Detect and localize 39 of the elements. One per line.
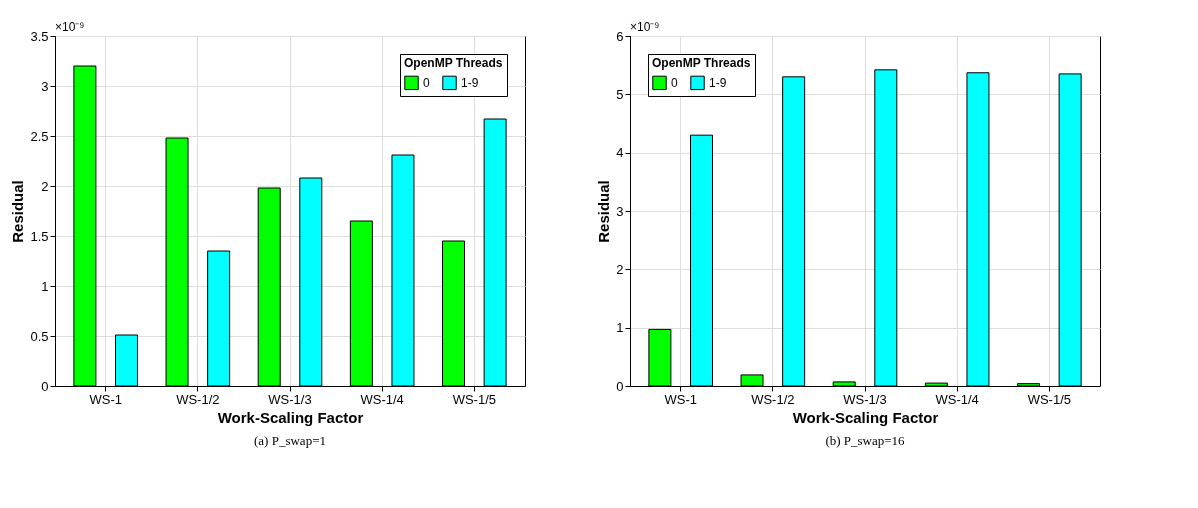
x-tick-label: WS-1/5: [1027, 391, 1071, 407]
x-tick-label: WS-1/4: [935, 391, 979, 407]
text: (a) P_swap=1: [254, 433, 326, 448]
x-axis-title: Work-Scaling Factor: [792, 408, 939, 426]
y-tick-label: 2: [616, 261, 624, 277]
x-tick-label: WS-1/5: [452, 391, 496, 407]
y-tick-label: 4: [616, 145, 624, 161]
text: (b) P_swap=16: [825, 433, 906, 448]
x-tick-label: WS-1/2: [176, 391, 220, 407]
y-tick-label: 0: [41, 378, 49, 394]
y-tick-label: 3: [41, 78, 49, 94]
legend-label: 0: [423, 75, 430, 90]
x-tick-label: WS-1/2: [751, 391, 795, 407]
x-tick-label: WS-1/3: [843, 391, 887, 407]
y-axis-title: Residual: [9, 180, 27, 243]
text: ×10⁻⁹: [630, 20, 660, 34]
y-tick-label: 1: [616, 320, 624, 336]
legend-title: OpenMP Threads: [652, 56, 751, 70]
y-tick-label: 3.5: [30, 28, 49, 44]
legend-label: 0: [671, 75, 678, 90]
legend-label: 1-9: [709, 75, 727, 90]
y-tick-label: 1: [41, 278, 49, 294]
y-tick-label: 1.5: [30, 228, 49, 244]
y-tick-label: 2: [41, 178, 49, 194]
legend-title: OpenMP Threads: [404, 56, 503, 70]
x-tick-label: WS-1: [664, 391, 697, 407]
y-tick-label: 3: [616, 203, 624, 219]
y-tick-label: 5: [616, 86, 624, 102]
x-tick-label: WS-1/4: [360, 391, 404, 407]
x-tick-label: WS-1/3: [268, 391, 312, 407]
x-tick-label: WS-1: [89, 391, 122, 407]
x-axis-title: Work-Scaling Factor: [217, 408, 364, 426]
y-tick-label: 6: [616, 28, 624, 44]
y-tick-label: 0: [616, 378, 624, 394]
y-tick-label: 0.5: [30, 328, 49, 344]
y-axis-title: Residual: [595, 180, 613, 243]
y-tick-label: 2.5: [30, 128, 49, 144]
legend-label: 1-9: [461, 75, 479, 90]
text: ×10⁻⁹: [55, 20, 85, 34]
